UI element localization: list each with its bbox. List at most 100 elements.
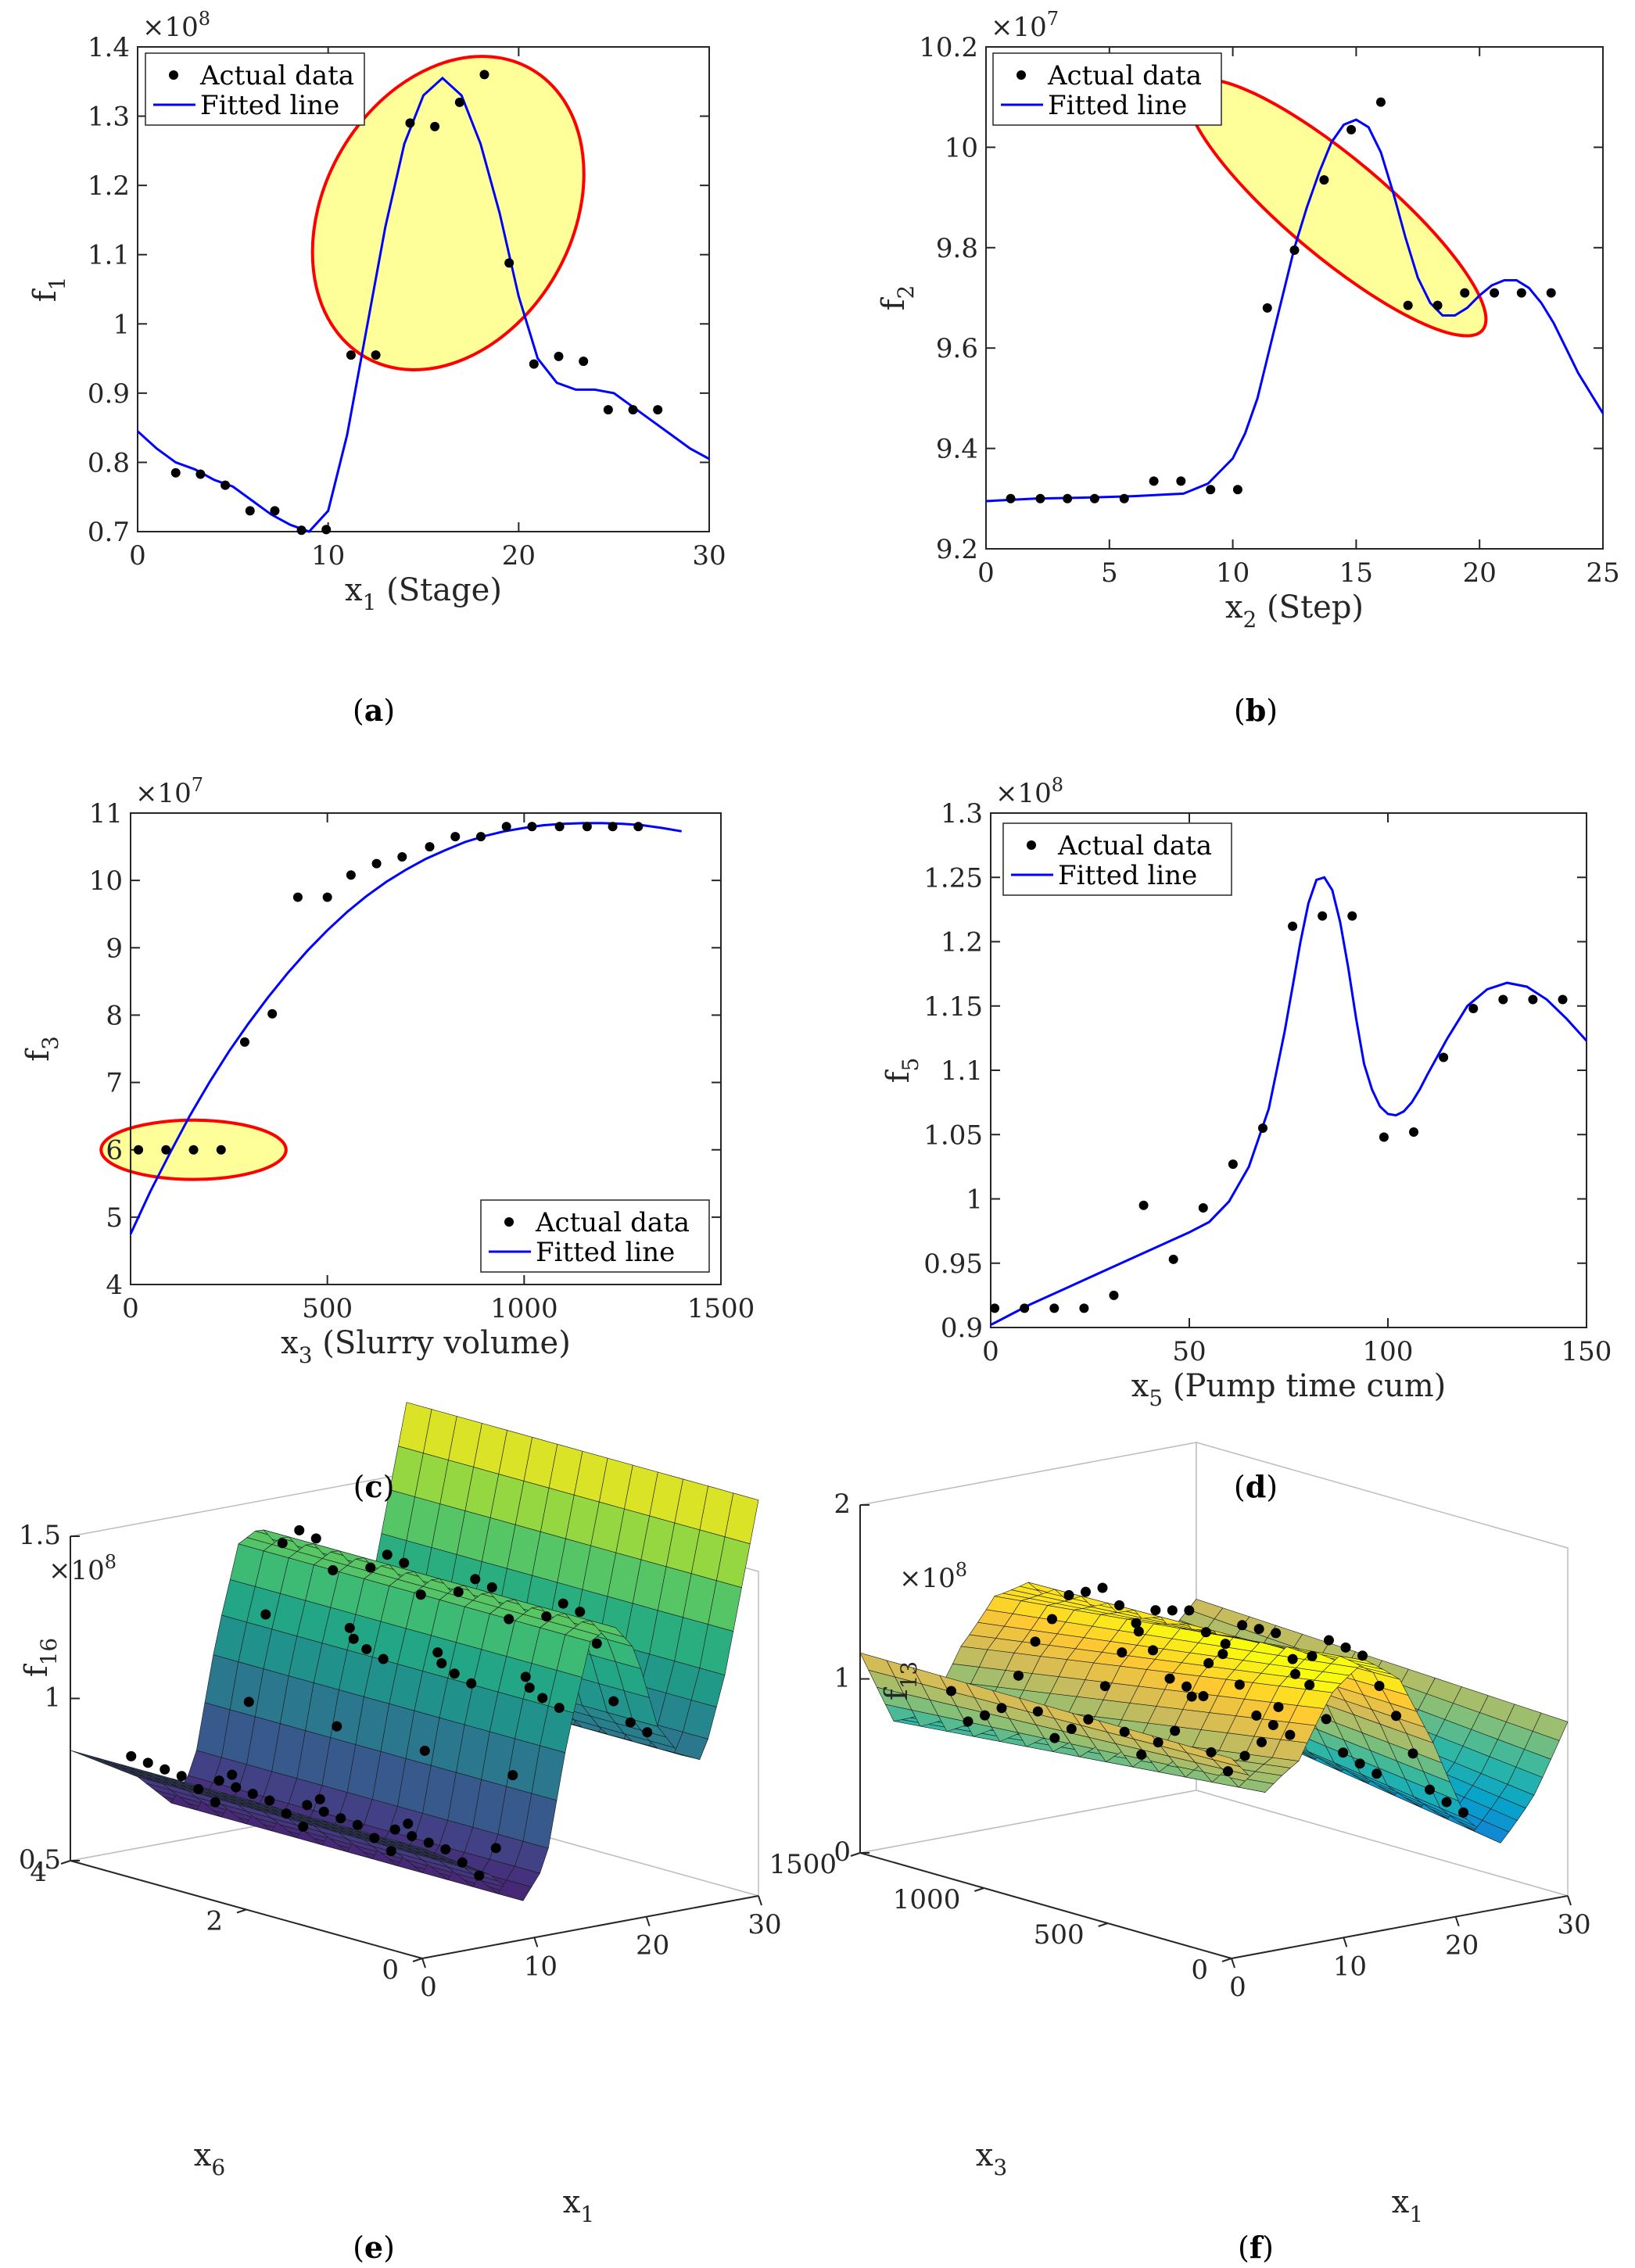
data-point [591, 1638, 602, 1649]
data-point [1047, 1614, 1057, 1625]
data-point [1458, 1807, 1468, 1818]
data-point [1251, 1710, 1262, 1721]
x-tick-label: 50 [1172, 1336, 1206, 1367]
data-point [541, 1611, 552, 1622]
y-tick-label: 9.2 [936, 534, 978, 565]
data-point [1379, 1132, 1389, 1142]
legend-point-marker [1016, 70, 1026, 80]
x-axis-label: x1 (Stage) [345, 572, 502, 615]
y-axis-label: f1 [27, 277, 70, 303]
y-tick-label: 2 [206, 1906, 223, 1937]
data-point [344, 1622, 355, 1633]
data-point [1391, 1711, 1401, 1722]
x-tick-label: 10 [311, 540, 345, 571]
y-tick [1221, 1958, 1232, 1962]
data-point [346, 870, 356, 880]
data-point [1346, 124, 1357, 134]
y-tick-label: 7 [106, 1068, 123, 1099]
data-point [1237, 1620, 1248, 1631]
data-point [405, 118, 415, 128]
data-point [1149, 476, 1159, 486]
data-point [1324, 1635, 1334, 1646]
data-point [1528, 994, 1538, 1005]
y-tick [974, 1887, 984, 1892]
data-point [1206, 485, 1216, 495]
data-point [245, 506, 255, 516]
data-point [490, 1843, 501, 1854]
y-tick-label: 0.8 [88, 447, 130, 478]
data-point [628, 405, 638, 415]
data-point [653, 405, 663, 415]
x-tick-label: 20 [636, 1930, 669, 1962]
y-tick-label: 1.15 [923, 991, 983, 1023]
data-point [188, 1145, 199, 1155]
y-tick-label: 9.6 [936, 333, 978, 364]
x-tick [758, 1895, 762, 1906]
x-tick-label: 0 [129, 540, 146, 571]
data-point [1167, 1605, 1178, 1616]
data-point [160, 1764, 170, 1775]
data-point [264, 1795, 275, 1806]
data-point [1273, 1701, 1284, 1712]
x-tick-label: 30 [748, 1909, 781, 1940]
panel-e-surface-f16: 0 10 20 30 0 2 40.5 1 1.5×108 x1 x6 f16 [19, 1402, 782, 2227]
data-point [1516, 288, 1526, 298]
data-point [1234, 1679, 1245, 1690]
data-point [1546, 288, 1556, 298]
y-tick-label: 1.3 [941, 798, 983, 829]
y-tick-label: 1 [966, 1184, 983, 1216]
z-tick-label: 2 [834, 1489, 851, 1520]
data-point [1340, 1642, 1351, 1653]
y-tick-label: 1.25 [923, 862, 983, 894]
data-point [260, 1609, 271, 1620]
data-point [1304, 1679, 1315, 1690]
data-point [1117, 1647, 1128, 1658]
data-point [1030, 1636, 1041, 1647]
x-tick-label: 5 [1101, 557, 1118, 589]
data-point [1257, 1736, 1267, 1747]
x-tick-label: 1500 [687, 1293, 755, 1324]
axes-box [130, 812, 722, 1285]
data-point [946, 1686, 956, 1697]
y-axis-line [859, 1852, 1232, 1959]
data-point [1407, 1748, 1418, 1759]
z-exponent-label: ×108 [899, 1559, 967, 1594]
x-axis-label: x1 [1392, 2184, 1423, 2227]
data-point [1439, 1052, 1449, 1062]
y-tick-label: 0.7 [88, 517, 130, 548]
data-point [1032, 1706, 1043, 1717]
y-axis-label: x6 [194, 2137, 225, 2180]
data-point [1097, 1582, 1108, 1593]
data-point [504, 258, 515, 268]
panel-caption-d: (d) [1234, 1469, 1278, 1504]
data-point [1020, 1303, 1030, 1313]
data-point [277, 1538, 288, 1549]
data-point [1168, 1254, 1178, 1264]
y-exponent-label: ×108 [995, 774, 1063, 809]
data-point [642, 1727, 653, 1738]
y-tick-label: 1.1 [941, 1055, 983, 1087]
data-point [1262, 303, 1272, 313]
data-point [1290, 1668, 1300, 1679]
x-tick [645, 1916, 651, 1926]
data-point [524, 1682, 535, 1693]
x-tick-label: 25 [1586, 557, 1619, 589]
y-tick-label: 0.9 [88, 378, 130, 410]
data-point [430, 121, 440, 131]
data-point [216, 1145, 226, 1155]
data-point [1217, 1649, 1228, 1660]
data-point [369, 1833, 380, 1843]
y-tick-label: 6 [106, 1135, 123, 1166]
data-point [1347, 911, 1357, 921]
legend-label-actual: Actual data [1057, 830, 1212, 862]
data-point [403, 1818, 414, 1829]
data-point [1081, 1586, 1091, 1597]
data-point [996, 1703, 1007, 1714]
data-point [161, 1145, 171, 1155]
data-point [407, 1831, 418, 1842]
data-point [318, 1806, 329, 1817]
